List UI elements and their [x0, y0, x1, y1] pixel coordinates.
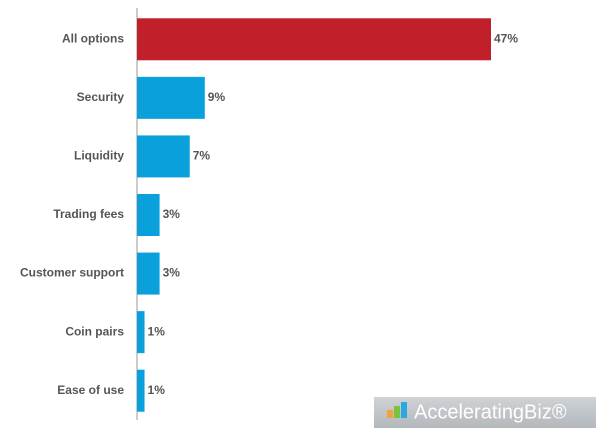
category-label: All options — [62, 31, 124, 45]
category-label: Security — [77, 90, 125, 104]
value-label: 1% — [148, 324, 166, 338]
value-label: 1% — [148, 383, 166, 397]
watermark-text: AcceleratingBiz® — [414, 401, 567, 423]
bar — [137, 135, 190, 178]
category-label: Liquidity — [74, 149, 124, 163]
value-label: 9% — [208, 90, 226, 104]
value-label: 47% — [494, 31, 518, 45]
value-label: 7% — [193, 149, 211, 163]
category-label: Trading fees — [53, 207, 124, 221]
bar — [137, 18, 491, 61]
watermark-box — [374, 397, 596, 428]
bar — [137, 194, 160, 236]
logo-bar — [387, 410, 393, 418]
category-label: Coin pairs — [65, 324, 124, 338]
bar — [137, 252, 160, 295]
value-label: 3% — [163, 266, 181, 280]
value-label: 3% — [163, 207, 181, 221]
category-label: Ease of use — [57, 383, 124, 397]
bar — [137, 369, 145, 412]
logo-bar — [394, 406, 400, 418]
category-label: Customer support — [20, 266, 124, 280]
bar — [137, 311, 145, 354]
watermark: AcceleratingBiz® — [374, 397, 596, 428]
logo-bar — [401, 402, 407, 418]
bar — [137, 76, 205, 119]
